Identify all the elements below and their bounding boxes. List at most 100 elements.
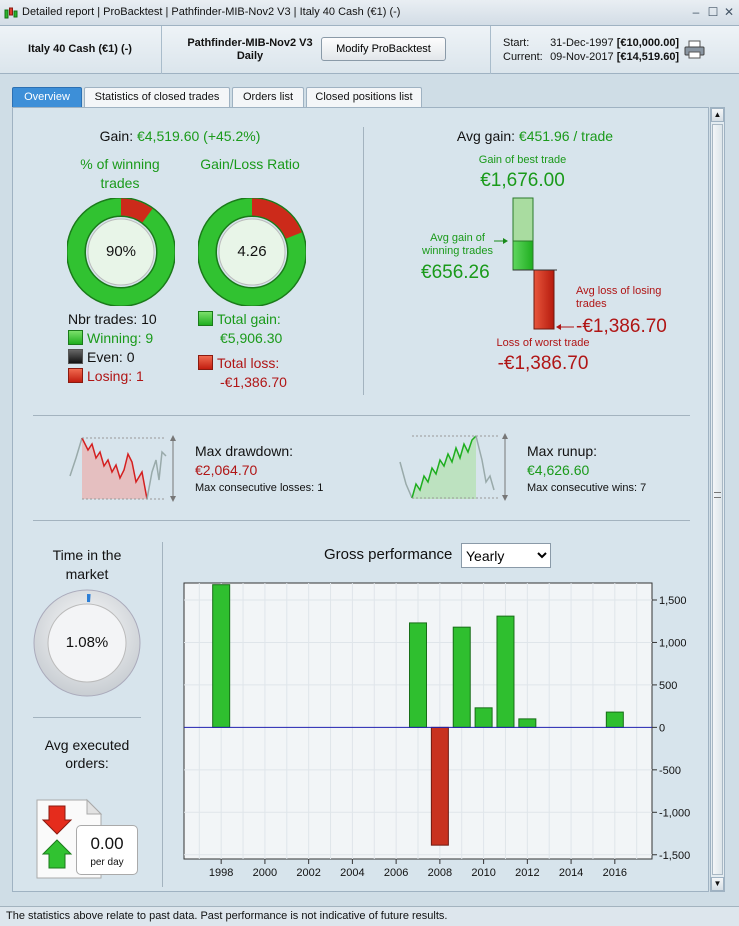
max-runup-value: €4,626.60 (527, 462, 590, 478)
total-gain-value: €5,906.30 (220, 330, 283, 346)
sell-arrow-icon (41, 805, 73, 835)
x-tick-label: 2004 (340, 867, 364, 879)
current-row: Current: 09-Nov-2017 [€14,519.60] (503, 51, 679, 63)
bar-2011 (496, 615, 515, 728)
avg-win-label: Avg gain of winning trades (422, 232, 493, 257)
buy-arrow-icon (41, 839, 73, 869)
divider (490, 26, 491, 74)
avg-loss-value: -€1,386.70 (576, 316, 667, 337)
x-tick-label: 2006 (384, 867, 408, 879)
scroll-down-icon[interactable]: ▼ (711, 877, 724, 891)
divider (161, 26, 162, 74)
modify-probacktest-button[interactable]: Modify ProBacktest (321, 37, 446, 61)
x-tick-label: 2014 (559, 867, 583, 879)
best-trade-value: €1,676.00 (480, 170, 565, 191)
tab-orders-list[interactable]: Orders list (232, 87, 304, 107)
maximize-icon[interactable]: ☐ (707, 5, 719, 19)
total-gain-swatch (198, 311, 213, 326)
even-swatch (68, 349, 83, 364)
report-header: Italy 40 Cash (€1) (-) Pathfinder-MIB-No… (0, 26, 739, 74)
total-loss-swatch (198, 355, 213, 370)
tab-closed-positions-list[interactable]: Closed positions list (306, 87, 422, 107)
scroll-up-icon[interactable]: ▲ (711, 108, 724, 122)
x-tick-label: 2012 (515, 867, 539, 879)
y-tick-label: 500 (659, 680, 677, 692)
grip-icon (714, 492, 721, 498)
max-consecutive-losses: Max consecutive losses: 1 (195, 482, 324, 494)
divider (33, 520, 690, 521)
max-runup-label: Max runup: (527, 443, 598, 459)
worst-trade-label: Loss of worst trade (496, 337, 590, 349)
divider (33, 415, 690, 416)
gross-performance-chart: 1,500 1,000 500 0 -500 -1,000 -1,500 1998 2000 2… (183, 582, 690, 879)
disclaimer-status: The statistics above relate to past data… (0, 906, 739, 926)
period-select[interactable]: Yearly (461, 543, 551, 568)
x-tick-label: 2008 (428, 867, 452, 879)
gain-value: €4,519.60 (+45.2%) (136, 128, 261, 144)
instrument-name: Italy 40 Cash (€1) (-) (28, 43, 132, 55)
bar-2007 (409, 622, 427, 728)
start-label: Start: (503, 37, 530, 49)
avg-loss-bar (533, 269, 555, 330)
avg-loss-label: Avg loss of losing trades (576, 285, 662, 310)
gain-summary: Gain: €4,519.60 (+45.2%) (60, 128, 300, 144)
tab-statistics-closed-trades[interactable]: Statistics of closed trades (84, 87, 230, 107)
y-tick-label: 1,500 (659, 595, 687, 607)
close-icon[interactable]: ✕ (723, 5, 735, 19)
bar-2010 (474, 707, 493, 728)
system-info: Pathfinder-MIB-Nov2 V3 Daily (170, 37, 330, 63)
print-icon[interactable] (684, 40, 706, 60)
avg-gain-bars (512, 197, 557, 330)
avg-win-value: €656.26 (421, 262, 490, 283)
max-consecutive-wins: Max consecutive wins: 7 (527, 482, 647, 494)
winning-pct-value: 90% (105, 243, 137, 260)
even-count: Even: 0 (87, 349, 135, 365)
avg-loss-arrow-icon (556, 324, 574, 330)
timeframe: Daily (236, 50, 264, 62)
losing-count: Losing: 1 (87, 368, 144, 384)
avg-win-bar (512, 240, 534, 271)
orders-value-box: 0.00 per day (76, 825, 138, 875)
current-date: 09-Nov-2017 (550, 51, 614, 63)
y-tick-label: -500 (659, 765, 681, 777)
winning-swatch (68, 330, 83, 345)
runup-sparkline (399, 433, 508, 501)
worst-trade-value: -€1,386.70 (497, 353, 589, 374)
minimize-icon[interactable]: – (692, 5, 700, 19)
nbr-trades: Nbr trades: 10 (68, 311, 157, 327)
bar-1998 (212, 584, 231, 728)
divider (363, 127, 364, 395)
scroll-thumb[interactable] (712, 124, 723, 875)
vertical-scrollbar[interactable]: ▲ ▼ (710, 107, 725, 892)
tab-overview[interactable]: Overview (12, 87, 82, 107)
orders-unit: per day (90, 857, 124, 868)
total-loss-label: Total loss: (217, 355, 280, 371)
total-gain-label: Total gain: (217, 311, 281, 327)
bar-2012 (518, 718, 537, 728)
winning-count: Winning: 9 (87, 330, 154, 346)
y-tick-label: 1,000 (659, 637, 687, 649)
start-date: 31-Dec-1997 (550, 37, 614, 49)
title-text: Detailed report | ProBacktest | Pathfind… (22, 6, 401, 18)
y-tick-label: 0 (659, 722, 665, 734)
totals: Total gain: €5,906.30 Total loss: -€1,38… (198, 310, 287, 392)
title-bar: Detailed report | ProBacktest | Pathfind… (0, 0, 739, 26)
gross-performance-title: Gross performance (324, 546, 453, 563)
trades-breakdown: Nbr trades: 10 Winning: 9 Even: 0 Losing… (68, 310, 157, 386)
drawdown-sparkline (69, 435, 176, 502)
total-loss-value: -€1,386.70 (220, 374, 287, 390)
y-tick-label: -1,000 (659, 807, 690, 819)
system-name: Pathfinder-MIB-Nov2 V3 (187, 37, 313, 49)
avg-gain-value: €451.96 / trade (518, 128, 614, 144)
losing-swatch (68, 368, 83, 383)
x-tick-label: 2010 (471, 867, 495, 879)
app-candlestick-icon (4, 7, 18, 19)
divider (162, 542, 163, 887)
start-value: [€10,000.00] (616, 37, 680, 49)
current-value: [€14,519.60] (616, 51, 680, 63)
gain-loss-value: 4.26 (237, 243, 267, 260)
current-label: Current: (503, 51, 543, 63)
winning-pct-title: % of winning trades (80, 156, 160, 191)
best-trade-label: Gain of best trade (478, 154, 567, 166)
start-row: Start: 31-Dec-1997 [€10,000.00] (503, 37, 679, 49)
